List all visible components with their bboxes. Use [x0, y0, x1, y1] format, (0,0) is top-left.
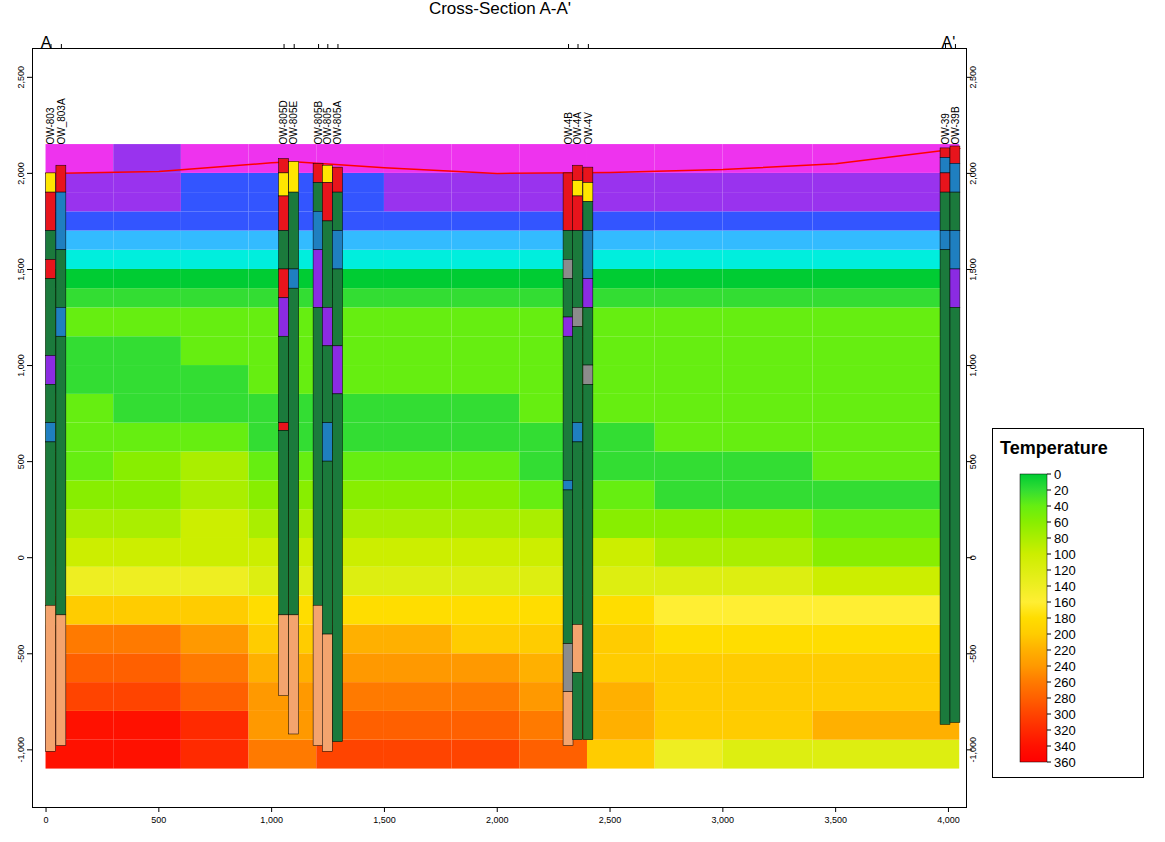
- svg-text:300: 300: [1054, 707, 1076, 722]
- svg-text:100: 100: [1054, 547, 1076, 562]
- svg-text:OW-803: OW-803: [45, 107, 56, 144]
- svg-text:4,000: 4,000: [937, 815, 960, 825]
- svg-text:1,000: 1,000: [260, 815, 283, 825]
- svg-text:60: 60: [1054, 515, 1068, 530]
- svg-text:OW-39B: OW-39B: [950, 106, 961, 144]
- svg-text:3,000: 3,000: [712, 815, 735, 825]
- svg-text:360: 360: [1054, 755, 1076, 770]
- svg-text:2,500: 2,500: [968, 66, 978, 89]
- svg-text:1,500: 1,500: [373, 815, 396, 825]
- svg-text:0: 0: [968, 555, 978, 560]
- svg-text:3,500: 3,500: [824, 815, 847, 825]
- svg-text:500: 500: [151, 815, 166, 825]
- svg-text:2,500: 2,500: [599, 815, 622, 825]
- svg-text:220: 220: [1054, 643, 1076, 658]
- svg-text:OW-4A: OW-4A: [572, 112, 583, 145]
- svg-text:20: 20: [1054, 483, 1068, 498]
- svg-text:240: 240: [1054, 659, 1076, 674]
- html-text:Cross-Section A-A': Cross-Section A-A': [428, 0, 572, 18]
- svg-text:500: 500: [968, 454, 978, 469]
- svg-text:500: 500: [16, 454, 26, 469]
- svg-text:Temperature: Temperature: [1000, 438, 1108, 458]
- svg-text:-500: -500: [16, 645, 26, 663]
- svg-text:80: 80: [1054, 531, 1068, 546]
- svg-text:1,000: 1,000: [968, 354, 978, 377]
- svg-text:OW-805E: OW-805E: [288, 101, 299, 145]
- svg-text:160: 160: [1054, 595, 1076, 610]
- svg-text:0: 0: [1054, 467, 1061, 482]
- svg-text:340: 340: [1054, 739, 1076, 754]
- svg-text:180: 180: [1054, 611, 1076, 626]
- svg-text:2,500: 2,500: [16, 66, 26, 89]
- svg-text:OW-4V: OW-4V: [583, 112, 594, 145]
- svg-text:320: 320: [1054, 723, 1076, 738]
- svg-text:200: 200: [1054, 627, 1076, 642]
- svg-text:-1,000: -1,000: [968, 737, 978, 763]
- svg-text:OW_803A: OW_803A: [56, 98, 67, 144]
- svg-text:2,000: 2,000: [968, 162, 978, 185]
- svg-text:1,000: 1,000: [16, 354, 26, 377]
- svg-text:120: 120: [1054, 563, 1076, 578]
- svg-text:0: 0: [44, 815, 49, 825]
- svg-text:OW-805B: OW-805B: [312, 100, 324, 145]
- svg-text:A: A: [41, 34, 52, 51]
- svg-text:260: 260: [1054, 675, 1076, 690]
- svg-text:2,000: 2,000: [16, 162, 26, 185]
- svg-text:OW-805D: OW-805D: [278, 100, 290, 145]
- svg-text:OW-805: OW-805: [322, 107, 333, 145]
- svg-text:OW-805A: OW-805A: [332, 101, 343, 145]
- svg-text:2,000: 2,000: [486, 815, 509, 825]
- svg-text:-500: -500: [968, 645, 978, 663]
- svg-text:OW-39: OW-39: [939, 113, 951, 145]
- svg-text:280: 280: [1054, 691, 1076, 706]
- svg-text:1,500: 1,500: [968, 258, 978, 281]
- svg-text:0: 0: [16, 555, 26, 560]
- svg-text:-1,000: -1,000: [16, 737, 26, 763]
- svg-text:OW-4B: OW-4B: [562, 112, 574, 145]
- svg-text:40: 40: [1054, 499, 1068, 514]
- svg-text:1,500: 1,500: [16, 258, 26, 281]
- svg-text:140: 140: [1054, 579, 1076, 594]
- svg-text:A': A': [942, 34, 956, 51]
